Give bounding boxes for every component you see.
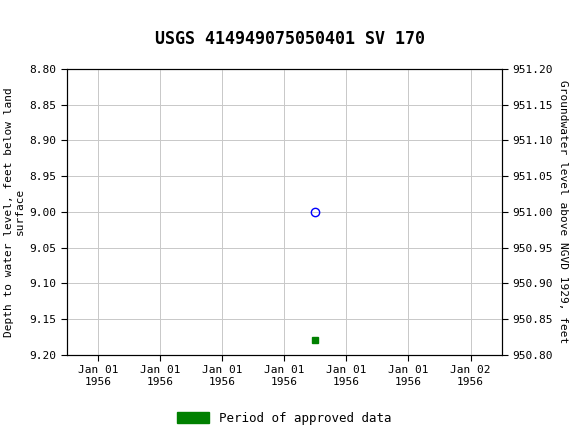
Y-axis label: Groundwater level above NGVD 1929, feet: Groundwater level above NGVD 1929, feet xyxy=(558,80,568,344)
Legend: Period of approved data: Period of approved data xyxy=(172,407,396,430)
Y-axis label: Depth to water level, feet below land
surface: Depth to water level, feet below land su… xyxy=(3,87,25,337)
Text: ≡USGS: ≡USGS xyxy=(7,8,89,28)
Text: USGS 414949075050401 SV 170: USGS 414949075050401 SV 170 xyxy=(155,30,425,48)
